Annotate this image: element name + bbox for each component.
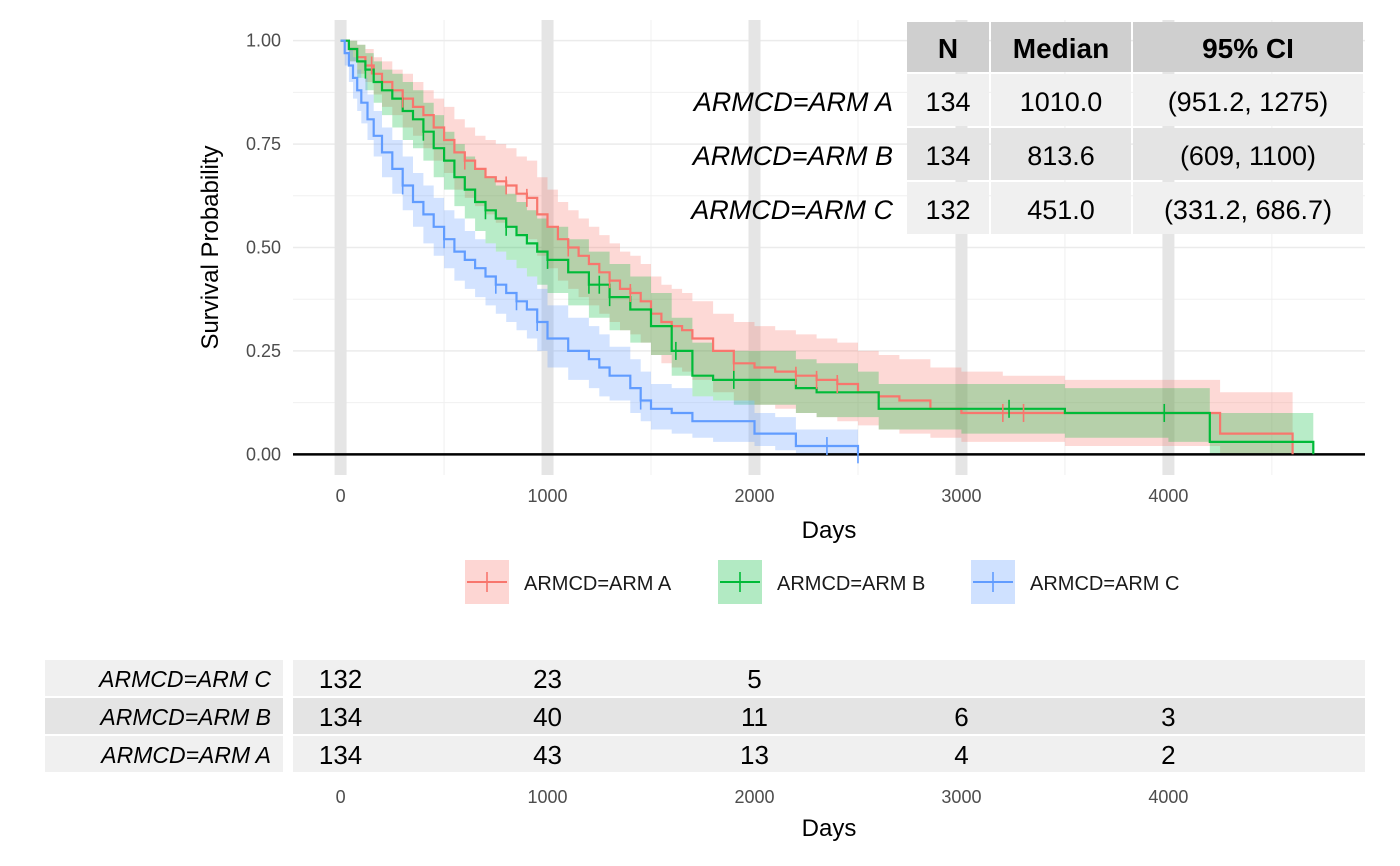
summary-cell-text: 451.0 bbox=[1027, 195, 1095, 225]
risk-count: 5 bbox=[747, 664, 761, 694]
y-tick-label: 0.50 bbox=[246, 238, 281, 258]
summary-cell-text: 132 bbox=[925, 195, 970, 225]
y-axis-title: Survival Probability bbox=[197, 145, 224, 349]
risk-row-label: ARMCD=ARM C bbox=[97, 666, 271, 692]
risk-row-label: ARMCD=ARM B bbox=[98, 704, 271, 730]
y-tick-label: 0.75 bbox=[246, 134, 281, 154]
risk-x-tick-label: 4000 bbox=[1148, 787, 1188, 807]
summary-header-text: 95% CI bbox=[1202, 33, 1294, 64]
summary-cell bbox=[991, 74, 1131, 126]
summary-cell bbox=[1133, 182, 1363, 234]
censor-marks-layer bbox=[364, 56, 1166, 464]
risk-x-tick-label: 0 bbox=[336, 787, 346, 807]
summary-cell-text: (331.2, 686.7) bbox=[1164, 195, 1332, 225]
summary-cell bbox=[991, 182, 1131, 234]
risk-count: 11 bbox=[741, 702, 768, 732]
arm-c-legend-label: ARMCD=ARM C bbox=[1030, 573, 1179, 595]
risk-count: 6 bbox=[954, 702, 968, 732]
summary-cell-text: 813.6 bbox=[1027, 141, 1095, 171]
arm-a-legend-label: ARMCD=ARM A bbox=[524, 573, 672, 595]
summary-header-cell bbox=[991, 22, 1131, 72]
risk-count: 43 bbox=[533, 740, 562, 770]
risk-count: 3 bbox=[1161, 702, 1175, 732]
summary-row-label: ARMCD=ARM C bbox=[689, 195, 893, 225]
summary-cell-text: (609, 1100) bbox=[1180, 141, 1316, 171]
arm-b-legend-label: ARMCD=ARM B bbox=[777, 573, 925, 595]
x-tick-label: 2000 bbox=[734, 486, 774, 506]
x-tick-label: 0 bbox=[336, 486, 346, 506]
risk-label-cell bbox=[45, 698, 283, 734]
risk-count: 13 bbox=[740, 740, 769, 770]
summary-cell-text: 134 bbox=[925, 141, 970, 171]
risk-row-band bbox=[293, 660, 1365, 696]
summary-cell-text: 1010.0 bbox=[1020, 87, 1103, 117]
risk-row-label: ARMCD=ARM A bbox=[99, 742, 271, 768]
risk-label-cell bbox=[45, 660, 283, 696]
risk-row-band bbox=[293, 736, 1365, 772]
summary-cell bbox=[907, 182, 989, 234]
risk-count: 134 bbox=[319, 702, 362, 732]
summary-header-cell bbox=[907, 22, 989, 72]
y-tick-label: 0.00 bbox=[246, 444, 281, 464]
x-tick-label: 1000 bbox=[528, 486, 568, 506]
risk-x-axis-title: Days bbox=[802, 815, 857, 842]
arm-a-survival-curve bbox=[340, 39, 1294, 455]
y-tick-label: 1.00 bbox=[246, 31, 281, 51]
x-tick-label: 3000 bbox=[941, 486, 981, 506]
legend: ARMCD=ARM A ARMCD=ARM B ARMCD=ARM C bbox=[465, 560, 1179, 604]
summary-header-text: Median bbox=[1013, 33, 1109, 64]
risk-x-tick-label: 1000 bbox=[528, 787, 568, 807]
risk-count: 132 bbox=[319, 664, 362, 694]
risk-count: 23 bbox=[533, 664, 562, 694]
summary-cell bbox=[907, 74, 989, 126]
risk-count: 4 bbox=[954, 740, 968, 770]
x-tick-label: 4000 bbox=[1148, 486, 1188, 506]
summary-row-label: ARMCD=ARM A bbox=[692, 87, 893, 117]
x-axis-title: Days bbox=[802, 517, 857, 544]
risk-row-band bbox=[293, 698, 1365, 734]
summary-cell bbox=[907, 128, 989, 180]
risk-count: 2 bbox=[1161, 740, 1175, 770]
risk-count: 40 bbox=[533, 702, 562, 732]
summary-header-text: N bbox=[938, 33, 958, 64]
arm-b-ci-band bbox=[340, 40, 1314, 455]
summary-cell bbox=[991, 128, 1131, 180]
summary-cell-text: 134 bbox=[925, 87, 970, 117]
summary-cell-text: (951.2, 1275) bbox=[1168, 87, 1329, 117]
risk-count: 134 bbox=[319, 740, 362, 770]
axes-layer: 0.00 0.25 0.50 0.75 1.00 0 1000 2000 3000 4000 Day… bbox=[197, 31, 1188, 544]
risk-label-cell bbox=[45, 736, 283, 772]
risk-x-tick-label: 2000 bbox=[734, 787, 774, 807]
summary-table: N Median 95% CI ARMCD=ARM A 134 1010.0 (951.2,… bbox=[689, 22, 1363, 234]
y-tick-label: 0.25 bbox=[246, 341, 281, 361]
risk-x-tick-label: 3000 bbox=[941, 787, 981, 807]
summary-header-cell bbox=[1133, 22, 1363, 72]
summary-row-label: ARMCD=ARM B bbox=[691, 141, 893, 171]
summary-cell bbox=[1133, 128, 1363, 180]
summary-cell bbox=[1133, 74, 1363, 126]
